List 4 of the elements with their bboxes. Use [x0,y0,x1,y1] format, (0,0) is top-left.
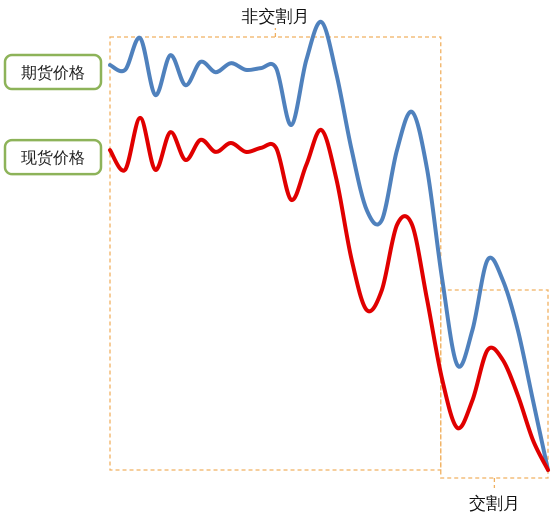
text: 交割月 [468,494,520,514]
series-label: 期货价格 [21,63,85,82]
annotation: 非交割月 [241,7,310,27]
series-label: 现货价格 [21,148,85,168]
